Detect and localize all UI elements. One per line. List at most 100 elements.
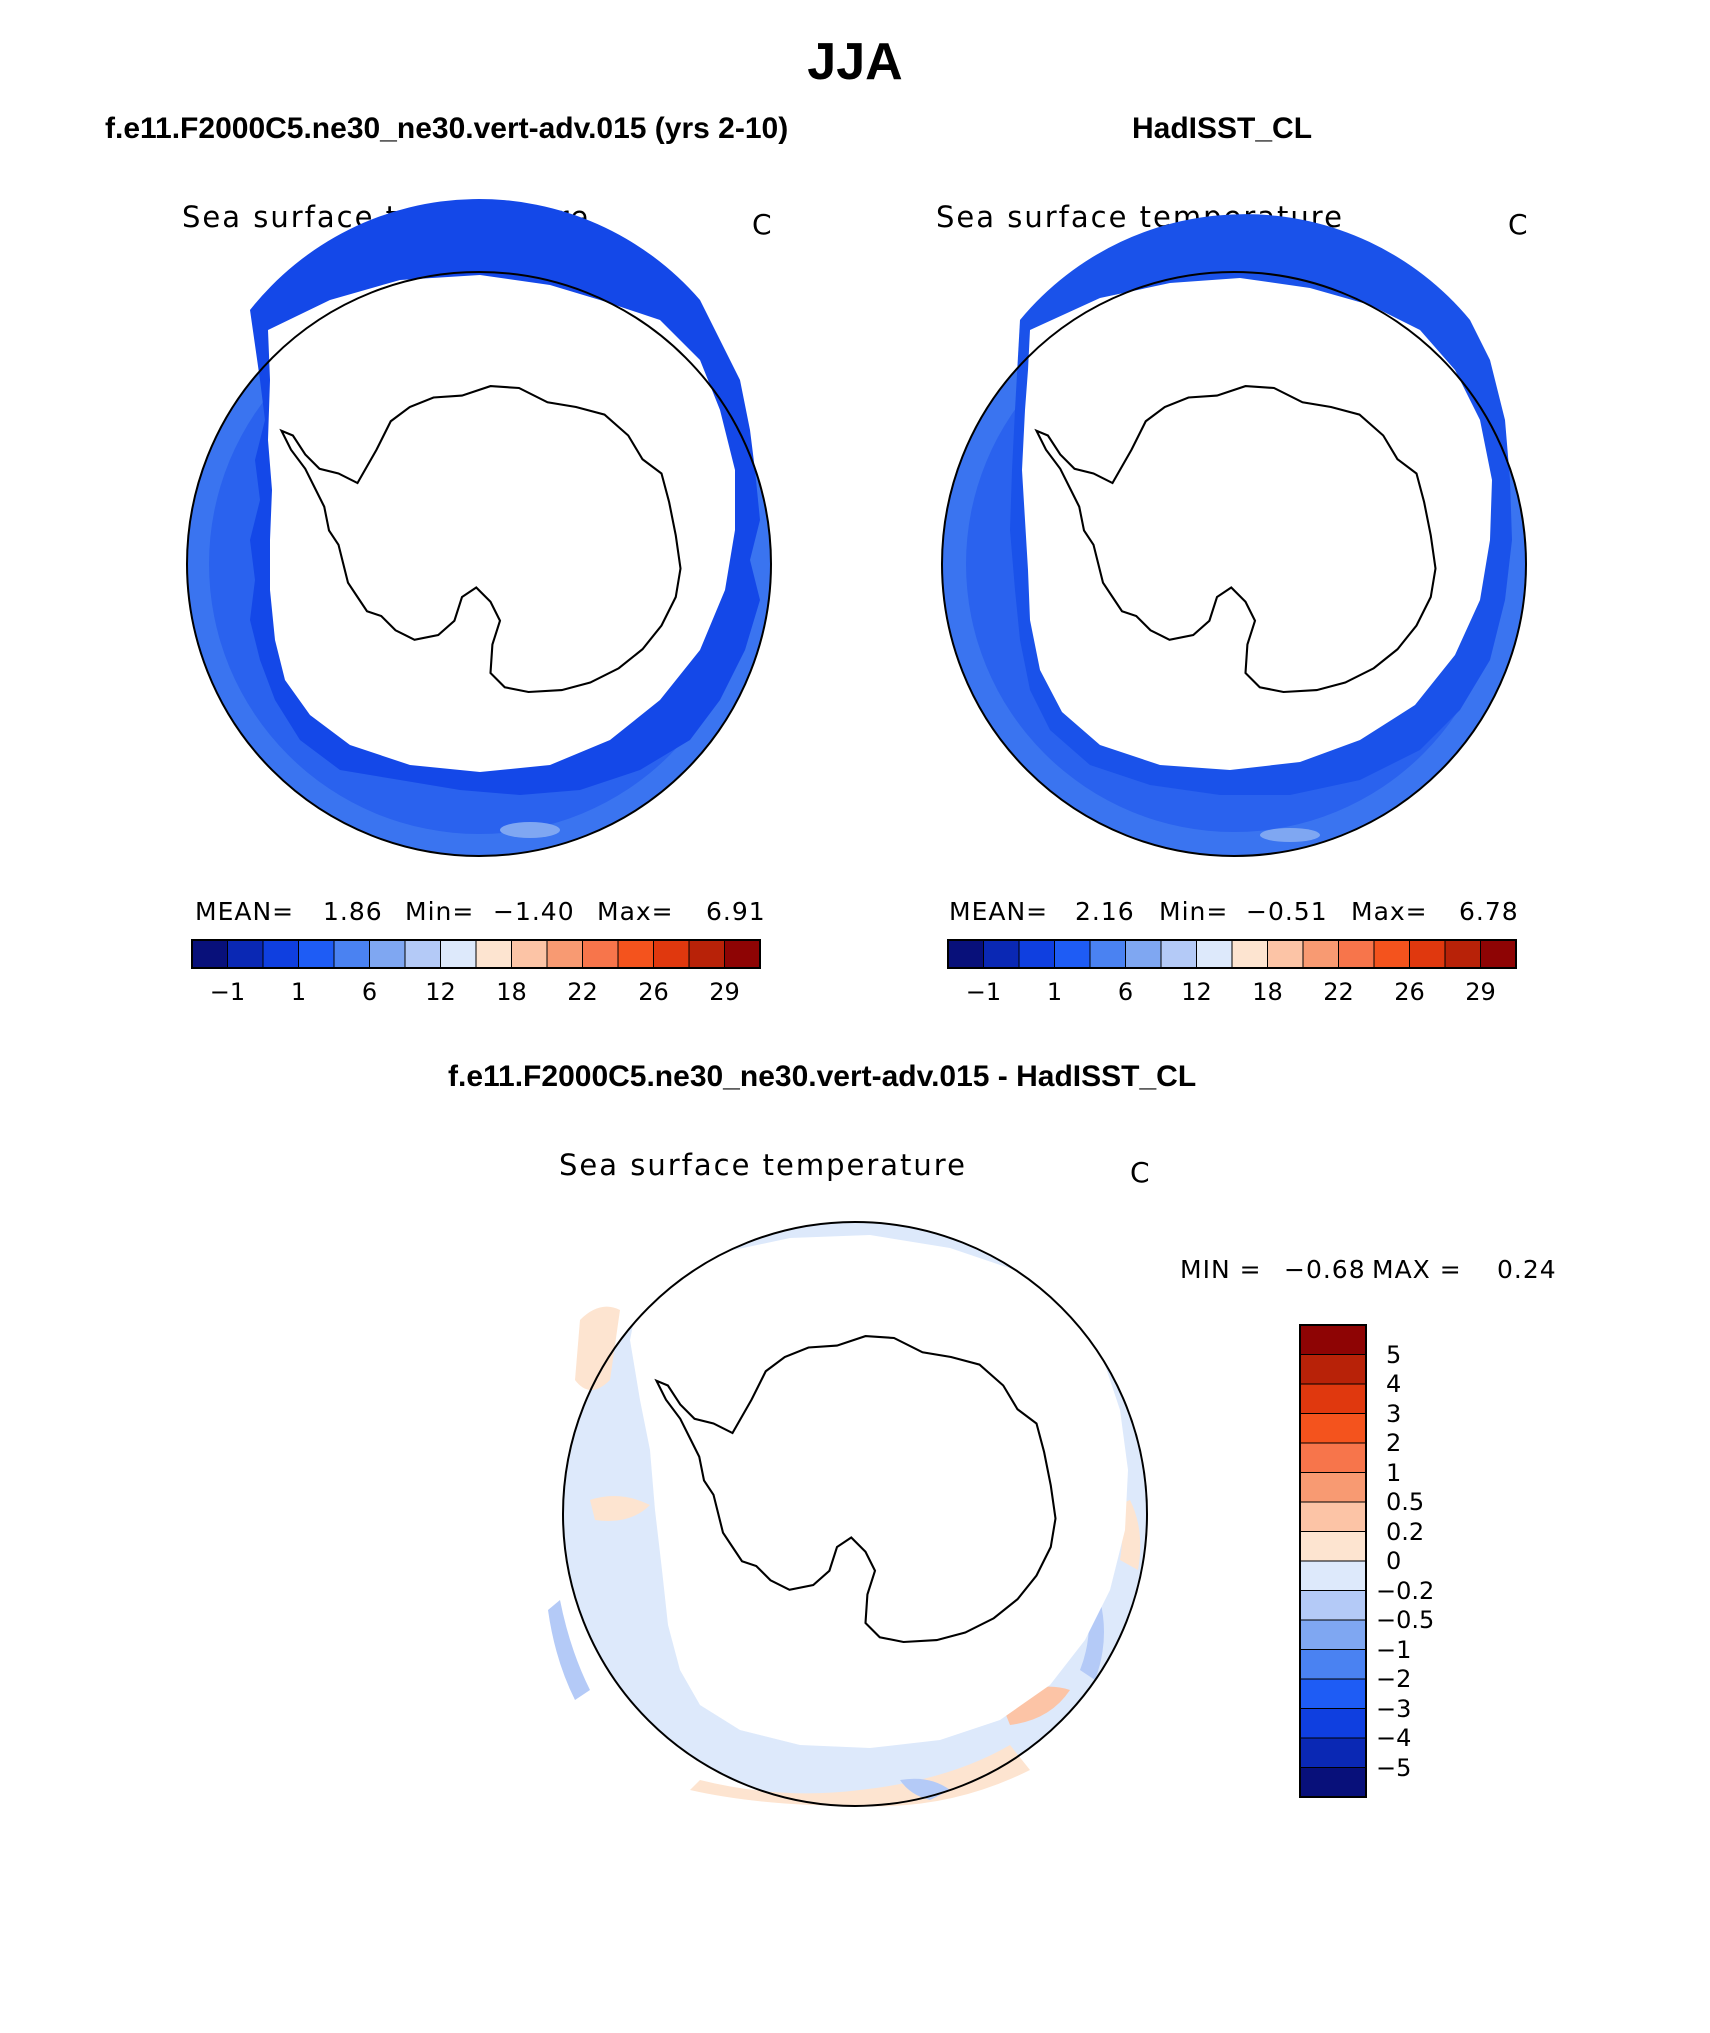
panel1-units: C bbox=[752, 208, 772, 241]
diff-colorbar-swatch-8 bbox=[1299, 1560, 1367, 1591]
panel1-colorbar-swatch-9 bbox=[511, 939, 548, 969]
panel1-colorbar-swatch-3 bbox=[298, 939, 335, 969]
panel1-colorbar-tick-label: 22 bbox=[567, 978, 598, 1006]
diff-colorbar-swatch-13 bbox=[1299, 1708, 1367, 1739]
diff-colorbar-tick-label: 5 bbox=[1386, 1340, 1402, 1369]
panel1-colorbar-swatch-4 bbox=[333, 939, 370, 969]
diff-colorbar-tick-label: −2 bbox=[1376, 1665, 1412, 1693]
panel1-colorbar-swatch-8 bbox=[475, 939, 512, 969]
panel1-colorbar-tick-label: 12 bbox=[425, 978, 456, 1006]
diff-colorbar-swatch-7 bbox=[1299, 1531, 1367, 1562]
panel1-colorbar-swatch-5 bbox=[369, 939, 406, 969]
diff-colorbar-swatch-11 bbox=[1299, 1649, 1367, 1680]
panel2-colorbar-tick-label: 22 bbox=[1323, 978, 1354, 1006]
diff-colorbar-swatch-5 bbox=[1299, 1472, 1367, 1503]
diff-case-title: f.e11.F2000C5.ne30_ne30.vert-adv.015 - H… bbox=[448, 1060, 1197, 1093]
diff-colorbar-tick-label: 3 bbox=[1386, 1399, 1402, 1428]
diff-colorbar-swatch-12 bbox=[1299, 1678, 1367, 1709]
panel1-colorbar-tick-label: 1 bbox=[290, 978, 307, 1006]
panel1-map bbox=[186, 199, 772, 857]
panel2-max-label: Max= bbox=[1351, 897, 1428, 926]
panel2-colorbar-swatch-3 bbox=[1054, 939, 1091, 969]
panel1-mean-label: MEAN= bbox=[195, 897, 295, 926]
diff-colorbar-tick-label: −3 bbox=[1376, 1694, 1412, 1723]
panel1-colorbar-swatch-2 bbox=[262, 939, 299, 969]
panel2-colorbar-swatch-6 bbox=[1160, 939, 1197, 969]
panel2-colorbar-swatch-12 bbox=[1373, 939, 1410, 969]
panel2-min-value: −0.51 bbox=[1246, 897, 1328, 926]
panel1-case-title: f.e11.F2000C5.ne30_ne30.vert-adv.015 (yr… bbox=[105, 112, 789, 145]
panel1-colorbar-swatch-7 bbox=[440, 939, 477, 969]
panel1-colorbar-swatch-15 bbox=[724, 939, 761, 969]
panel1-max-value: 6.91 bbox=[706, 897, 766, 926]
main-title: JJA bbox=[807, 33, 903, 91]
diff-cool-patch-east bbox=[1080, 1600, 1104, 1680]
panel2-colorbar-swatch-10 bbox=[1302, 939, 1339, 969]
diff-colorbar-frame bbox=[1299, 1324, 1367, 1798]
panel2-mean-label: MEAN= bbox=[949, 897, 1049, 926]
panel1-colorbar-swatch-11 bbox=[582, 939, 619, 969]
panel2-colorbar-swatch-2 bbox=[1018, 939, 1055, 969]
diff-colorbar-tick-label: 0.5 bbox=[1386, 1488, 1425, 1516]
diff-colorbar-swatch-2 bbox=[1299, 1383, 1367, 1414]
panel2-colorbar-swatch-0 bbox=[947, 939, 984, 969]
panel2-colorbar-tick-label: 26 bbox=[1394, 978, 1425, 1006]
diff-colorbar-swatch-14 bbox=[1299, 1737, 1367, 1768]
panel2-colorbar-swatch-11 bbox=[1338, 939, 1375, 969]
panel2-colorbar-swatch-13 bbox=[1409, 939, 1446, 969]
diff-colorbar-swatch-4 bbox=[1299, 1442, 1367, 1473]
diff-max-label: MAX = bbox=[1372, 1255, 1462, 1284]
panel1-colorbar-swatch-6 bbox=[404, 939, 441, 969]
panel1-min-value: −1.40 bbox=[493, 897, 575, 926]
diff-colorbar-tick-label: 0 bbox=[1386, 1547, 1402, 1575]
panel1-colorbar-tick-label: −1 bbox=[209, 978, 246, 1006]
diff-colorbar-tick-label: 4 bbox=[1386, 1370, 1402, 1398]
panel2-colorbar-swatch-9 bbox=[1267, 939, 1304, 969]
diff-colorbar-tick-label: −0.2 bbox=[1376, 1576, 1435, 1605]
panel1-colorbar-swatch-12 bbox=[617, 939, 654, 969]
diff-colorbar-swatch-15 bbox=[1299, 1767, 1367, 1798]
panel1-map-border bbox=[186, 271, 772, 857]
panel2-map-border bbox=[941, 271, 1527, 857]
diff-colorbar-tick-label: −0.5 bbox=[1376, 1606, 1435, 1634]
panel1-colorbar-swatch-13 bbox=[653, 939, 690, 969]
panel2-units: C bbox=[1508, 208, 1528, 241]
diff-min-value: −0.68 bbox=[1284, 1255, 1366, 1284]
diff-max-value: 0.24 bbox=[1497, 1255, 1557, 1284]
diff-warm-patch-west bbox=[575, 1306, 620, 1390]
diff-sea-ice-region bbox=[630, 1235, 1128, 1748]
panel2-mean-value: 2.16 bbox=[1075, 897, 1135, 926]
diff-min-label: MIN = bbox=[1180, 1255, 1262, 1284]
panel1-colorbar-swatch-1 bbox=[227, 939, 264, 969]
diff-colorbar-swatch-1 bbox=[1299, 1354, 1367, 1385]
panel1-mean-value: 1.86 bbox=[323, 897, 383, 926]
panel2-max-value: 6.78 bbox=[1459, 897, 1519, 926]
diff-colorbar-swatch-6 bbox=[1299, 1501, 1367, 1532]
diff-colorbar-swatch-0 bbox=[1299, 1324, 1367, 1355]
panel1-colorbar-swatch-14 bbox=[688, 939, 725, 969]
panel1-colorbar-tick-label: 6 bbox=[361, 978, 378, 1006]
diff-warm-patch-west2 bbox=[590, 1496, 650, 1521]
panel2-colorbar-tick-label: 6 bbox=[1117, 978, 1134, 1006]
panel2-min-label: Min= bbox=[1159, 897, 1229, 926]
panel2-colorbar-tick-label: 18 bbox=[1252, 978, 1283, 1006]
panel2-colorbar-frame bbox=[947, 939, 1517, 969]
panel2-warm-patch bbox=[1260, 828, 1320, 842]
panel2-case-title: HadISST_CL bbox=[1132, 112, 1313, 145]
diff-colorbar-tick-label: −5 bbox=[1376, 1753, 1412, 1782]
panel1-min-label: Min= bbox=[405, 897, 475, 926]
panel1-colorbar-tick-label: 26 bbox=[638, 978, 669, 1006]
panel2-colorbar-tick-label: −1 bbox=[965, 978, 1002, 1006]
panel1-colorbar-tick-label: 18 bbox=[496, 978, 527, 1006]
diff-colorbar-swatch-9 bbox=[1299, 1590, 1367, 1621]
diff-colorbar-tick-label: 2 bbox=[1386, 1429, 1402, 1457]
panel1-max-label: Max= bbox=[597, 897, 674, 926]
panel2-colorbar-tick-label: 29 bbox=[1465, 978, 1496, 1006]
diff-colorbar-swatch-3 bbox=[1299, 1413, 1367, 1444]
diff-units: C bbox=[1130, 1156, 1150, 1189]
panel1-colorbar bbox=[191, 939, 761, 969]
panel1-colorbar-frame bbox=[191, 939, 761, 969]
panel2-colorbar-swatch-14 bbox=[1444, 939, 1481, 969]
panel1-colorbar-swatch-10 bbox=[546, 939, 583, 969]
